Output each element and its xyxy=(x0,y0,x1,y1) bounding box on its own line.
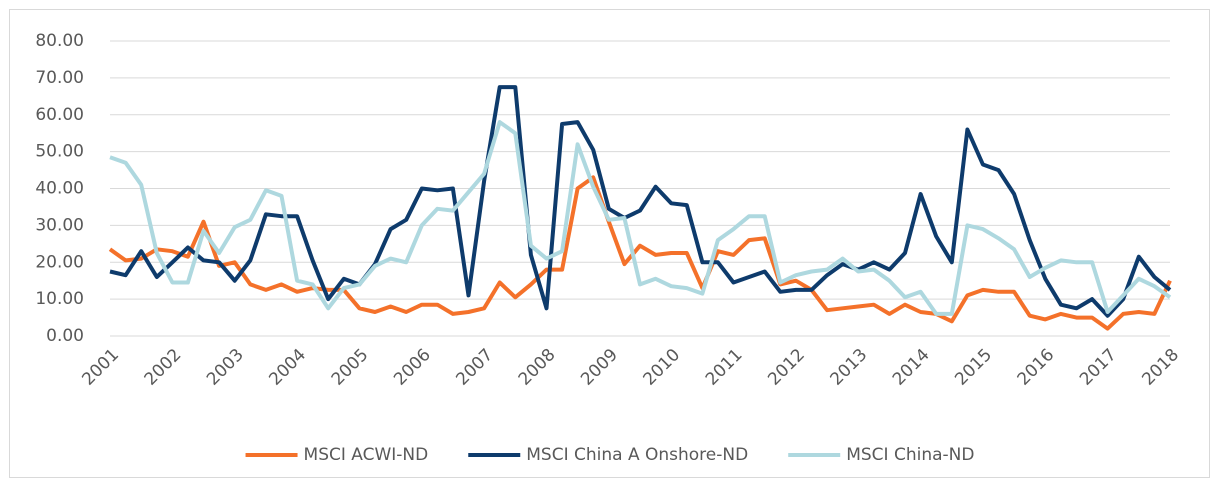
y-tick-label: 60.00 xyxy=(35,105,84,125)
y-tick-label: 20.00 xyxy=(35,252,84,272)
legend-label: MSCI China-ND xyxy=(846,445,974,465)
y-tick-label: 70.00 xyxy=(35,68,84,88)
legend-label: MSCI ACWI-ND xyxy=(304,445,429,465)
legend-label: MSCI China A Onshore-ND xyxy=(526,445,748,465)
y-tick-label: 40.00 xyxy=(35,179,84,199)
series-line xyxy=(109,120,1172,316)
y-tick-label: 10.00 xyxy=(35,289,84,309)
series-line xyxy=(108,175,1172,331)
y-tick-label: 50.00 xyxy=(35,142,84,162)
y-tick-label: 0.00 xyxy=(46,326,84,346)
y-tick-label: 30.00 xyxy=(35,215,84,235)
y-tick-label: 80.00 xyxy=(35,31,84,51)
